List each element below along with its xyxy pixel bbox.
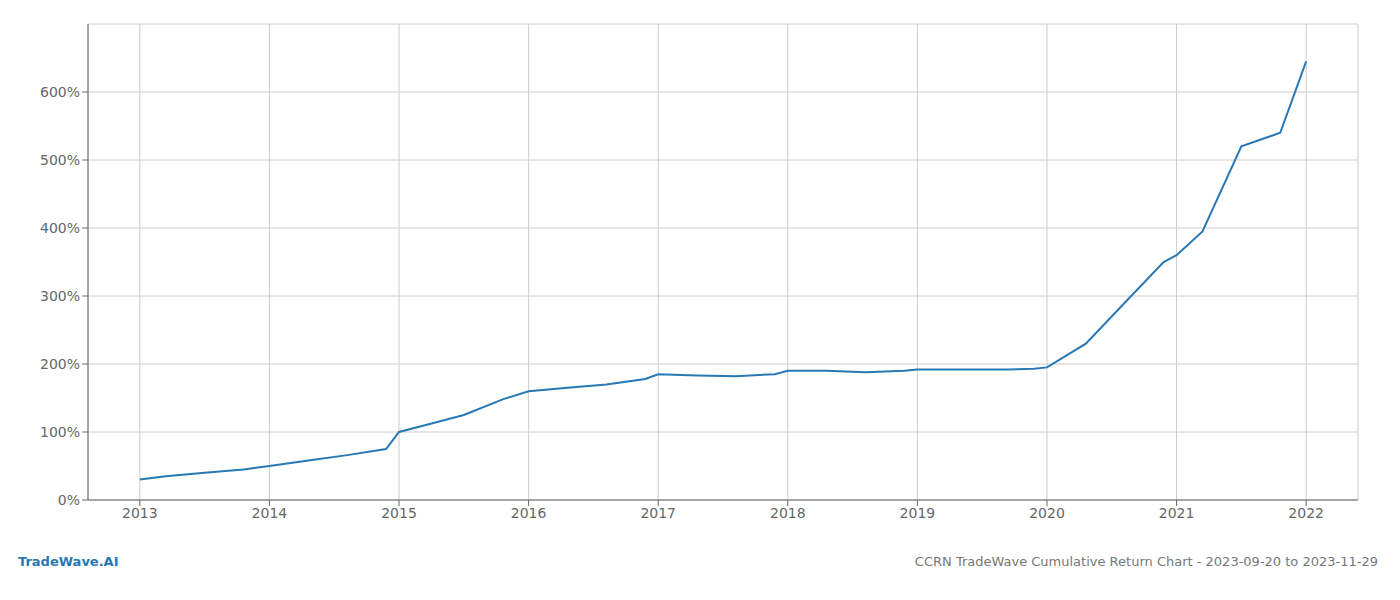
svg-text:200%: 200% [40,356,80,372]
svg-text:0%: 0% [58,492,80,508]
svg-text:2018: 2018 [770,505,806,521]
svg-text:500%: 500% [40,152,80,168]
svg-text:600%: 600% [40,84,80,100]
svg-text:2014: 2014 [252,505,288,521]
svg-text:2022: 2022 [1288,505,1324,521]
svg-text:2013: 2013 [122,505,158,521]
svg-text:2020: 2020 [1029,505,1065,521]
svg-text:100%: 100% [40,424,80,440]
svg-text:2019: 2019 [900,505,936,521]
svg-text:2021: 2021 [1159,505,1195,521]
svg-text:2017: 2017 [640,505,676,521]
html-text:CCRN TradeWave Cumulative Retu: CCRN TradeWave Cumulative Return Chart -… [914,554,1378,569]
html-text:TradeWave.AI: TradeWave.AI [18,554,119,569]
svg-text:2015: 2015 [381,505,417,521]
svg-text:400%: 400% [40,220,80,236]
svg-text:300%: 300% [40,288,80,304]
svg-text:2016: 2016 [511,505,547,521]
